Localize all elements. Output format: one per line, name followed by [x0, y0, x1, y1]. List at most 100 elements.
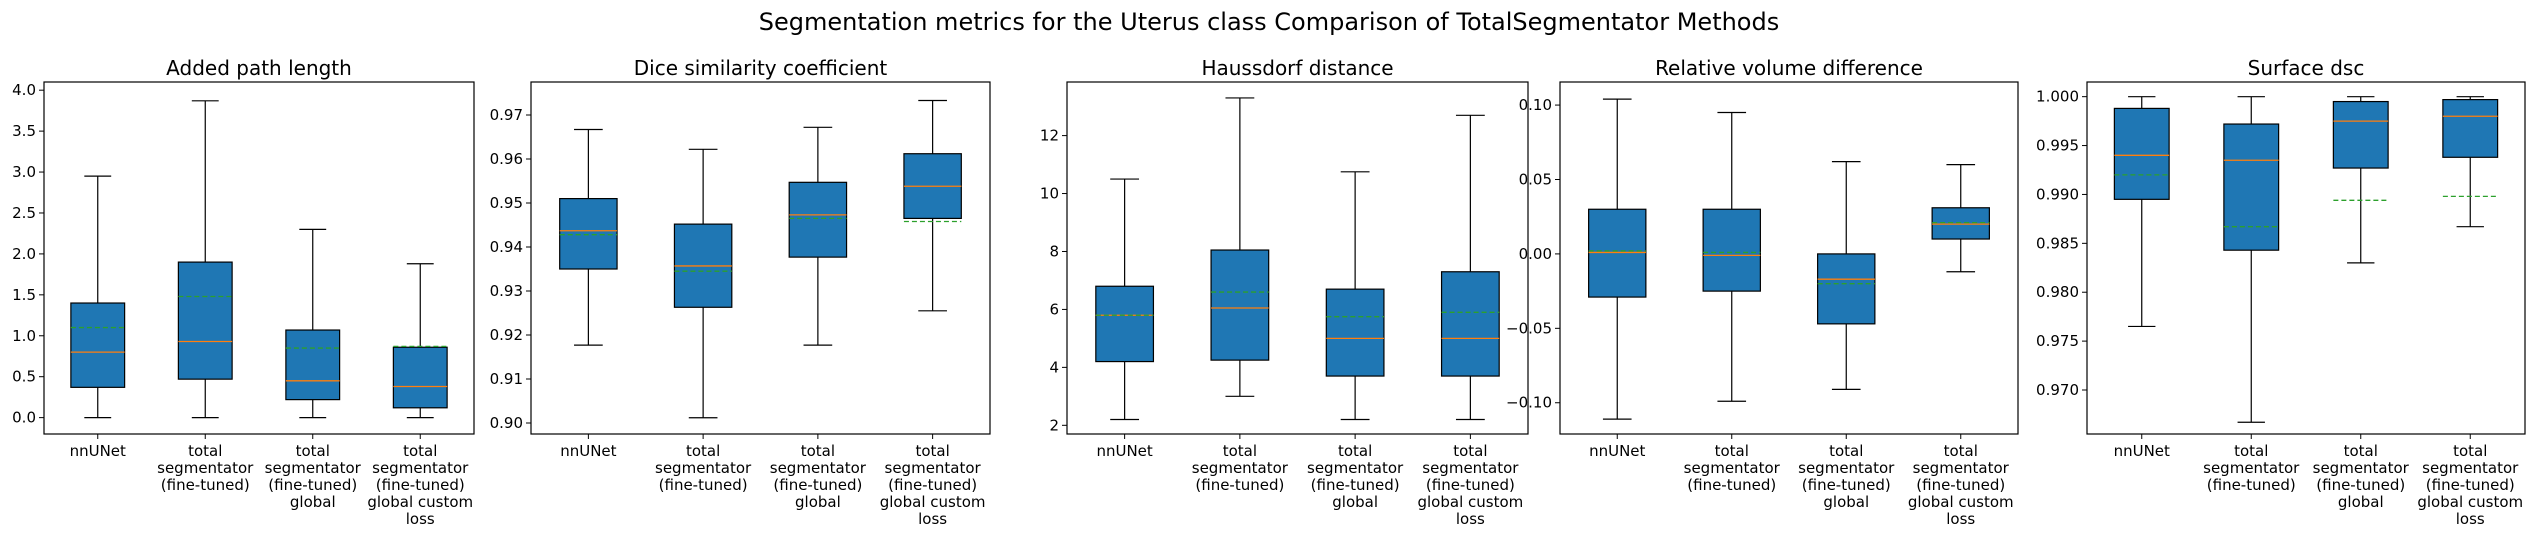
x-tick-label: segmentator — [2313, 459, 2410, 477]
y-tick-label: 12 — [1040, 127, 1059, 145]
y-tick-label: −0.05 — [1506, 319, 1552, 337]
x-tick-label: global custom — [1417, 493, 1523, 511]
x-tick-label: segmentator — [157, 459, 254, 477]
y-tick-label: 2.0 — [12, 245, 36, 263]
y-tick-label: 3.0 — [12, 163, 36, 181]
y-tick-label: 0.94 — [490, 238, 523, 256]
box-body — [392, 346, 448, 409]
x-tick-label: (fine-tuned) — [376, 476, 465, 494]
panel-title: Relative volume difference — [1655, 56, 1923, 80]
x-tick-label: (fine-tuned) — [2426, 476, 2515, 494]
y-tick-label: 1.000 — [2036, 88, 2079, 106]
box-body — [285, 329, 341, 401]
x-tick-label: total — [403, 442, 437, 460]
x-tick-label: (fine-tuned) — [161, 476, 250, 494]
box-body — [1817, 253, 1876, 325]
y-tick-label: 0.00 — [1519, 245, 1552, 263]
x-tick-label: nnUNet — [70, 442, 126, 460]
y-tick-label: 0.990 — [2036, 185, 2079, 203]
x-tick-label: total — [1715, 442, 1749, 460]
y-tick-label: 0.995 — [2036, 137, 2079, 155]
x-tick-label: (fine-tuned) — [773, 476, 862, 494]
box-body — [1210, 249, 1270, 361]
y-tick-label: 0.96 — [490, 150, 523, 168]
axes-frame — [530, 81, 991, 435]
x-tick-label: global — [795, 493, 841, 511]
x-tick-label: total — [1944, 442, 1978, 460]
x-tick-label: global — [1332, 493, 1378, 511]
x-tick-label: segmentator — [1422, 459, 1519, 477]
x-tick-label: loss — [406, 510, 435, 528]
y-tick-label: 0.97 — [490, 106, 523, 124]
box-body — [2332, 100, 2389, 169]
x-tick-label: total — [188, 442, 222, 460]
x-tick-label: (fine-tuned) — [1687, 476, 1776, 494]
x-tick-label: segmentator — [1307, 459, 1404, 477]
y-tick-label: 0.10 — [1519, 96, 1552, 114]
x-tick-label: (fine-tuned) — [888, 476, 977, 494]
box-body — [2223, 123, 2280, 251]
x-tick-label: global — [2338, 493, 2384, 511]
y-tick-label: 0.92 — [490, 326, 523, 344]
panel-title: Dice similarity coefficient — [634, 56, 888, 80]
x-tick-label: loss — [918, 510, 947, 528]
x-tick-label: total — [2234, 442, 2268, 460]
x-tick-label: global custom — [367, 493, 473, 511]
y-tick-label: 4 — [1049, 358, 1059, 376]
panel-title: Surface dsc — [2248, 56, 2365, 80]
x-tick-label: loss — [2456, 510, 2485, 528]
axes-frame — [43, 81, 475, 435]
y-tick-label: 0.980 — [2036, 283, 2079, 301]
y-tick-label: 0.95 — [490, 194, 523, 212]
box-body — [1931, 207, 1990, 240]
x-tick-label: global — [290, 493, 336, 511]
y-tick-label: 6 — [1049, 300, 1059, 318]
x-tick-label: total — [296, 442, 330, 460]
box-body — [1325, 288, 1385, 377]
axes-frame — [1559, 81, 2019, 435]
x-tick-label: total — [1338, 442, 1372, 460]
figure-suptitle: Segmentation metrics for the Uterus clas… — [759, 8, 1779, 36]
y-tick-label: 0.970 — [2036, 381, 2079, 399]
box-body — [177, 261, 233, 380]
x-tick-label: (fine-tuned) — [659, 476, 748, 494]
y-tick-label: 0.93 — [490, 282, 523, 300]
box-body — [2113, 107, 2170, 200]
box-body — [788, 181, 848, 258]
x-tick-label: global — [1823, 493, 1869, 511]
y-tick-label: −0.10 — [1506, 394, 1552, 412]
x-tick-label: total — [2453, 442, 2487, 460]
y-tick-label: 2 — [1049, 416, 1059, 434]
y-tick-label: 0.91 — [490, 370, 523, 388]
box-body — [559, 198, 618, 270]
x-tick-label: (fine-tuned) — [1426, 476, 1515, 494]
x-tick-label: (fine-tuned) — [2207, 476, 2296, 494]
y-tick-label: 0.975 — [2036, 332, 2079, 350]
axes-frame — [1066, 81, 1529, 435]
panel-title: Haussdorf distance — [1201, 56, 1393, 80]
x-tick-label: nnUNet — [1096, 442, 1152, 460]
y-tick-label: 1.5 — [12, 286, 36, 304]
box-body — [1095, 285, 1155, 363]
x-tick-label: loss — [1456, 510, 1485, 528]
x-tick-label: (fine-tuned) — [1195, 476, 1284, 494]
x-tick-label: global custom — [880, 493, 986, 511]
x-tick-label: nnUNet — [1589, 442, 1645, 460]
x-tick-label: total — [1223, 442, 1257, 460]
x-tick-label: total — [1453, 442, 1487, 460]
box-body — [70, 302, 126, 388]
y-tick-label: 0.985 — [2036, 234, 2079, 252]
y-tick-label: 0.05 — [1519, 170, 1552, 188]
y-tick-label: 4.0 — [12, 81, 36, 99]
x-tick-label: segmentator — [885, 459, 982, 477]
x-tick-label: segmentator — [1684, 459, 1781, 477]
y-tick-label: 2.5 — [12, 204, 36, 222]
x-tick-label: total — [1829, 442, 1863, 460]
x-tick-label: (fine-tuned) — [1802, 476, 1891, 494]
y-tick-label: 10 — [1040, 185, 1059, 203]
x-tick-label: global custom — [1908, 493, 2014, 511]
x-tick-label: total — [801, 442, 835, 460]
y-tick-label: 1.0 — [12, 327, 36, 345]
